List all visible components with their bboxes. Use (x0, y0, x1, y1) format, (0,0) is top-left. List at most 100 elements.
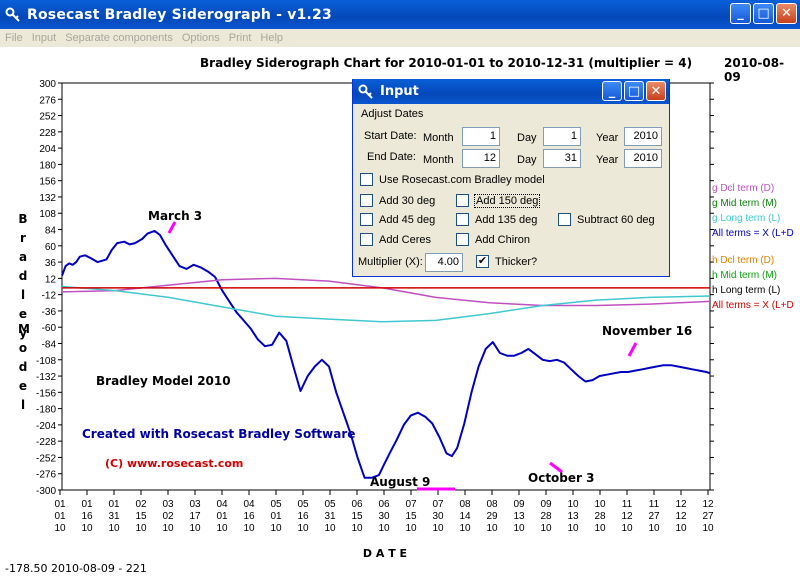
x-tick-label: 06 (351, 499, 363, 510)
x-tick-label: 16 (243, 511, 255, 522)
y-axis-label-letter: o (18, 341, 28, 355)
x-tick-label: 11 (649, 499, 660, 510)
y-axis-label-letter: l (20, 398, 26, 412)
menu-print[interactable]: Print (228, 32, 252, 44)
use-model-checkbox[interactable]: Use Rosecast.com Bradley model (360, 173, 545, 186)
dialog-close-button[interactable]: ✕ (646, 81, 666, 101)
checkbox-box[interactable]: ✔ (476, 255, 489, 268)
start-month-input[interactable]: 1 (462, 127, 500, 146)
add-45-checkbox[interactable]: Add 45 deg (360, 213, 435, 226)
legend-item: g Dcl term (D) (712, 183, 775, 194)
checkbox-box[interactable] (360, 233, 373, 246)
thicker-checkbox[interactable]: ✔ Thicker? (476, 255, 537, 268)
maximize-button[interactable]: □ (753, 3, 774, 24)
x-tick-label: 12 (702, 499, 714, 510)
start-day-label: Day (517, 132, 537, 144)
menu-options[interactable]: Options (181, 32, 220, 44)
x-tick-label: 10 (270, 523, 282, 534)
x-tick-label: 09 (513, 499, 525, 510)
add-150-checkbox[interactable]: Add 150 deg (456, 193, 541, 208)
y-tick-label: -12 (42, 291, 57, 302)
checkbox-box[interactable] (456, 194, 469, 207)
add-ceres-checkbox[interactable]: Add Ceres (360, 233, 431, 246)
dialog-minimize-button[interactable]: _ (602, 81, 622, 101)
end-month-label: Month (423, 154, 454, 166)
series-line-1 (61, 277, 711, 307)
october-label: October 3 (528, 471, 594, 485)
y-axis-label-letter: e (18, 379, 28, 393)
checkbox-box[interactable] (456, 233, 469, 246)
start-year-input[interactable]: 2010 (624, 127, 662, 146)
checkbox-box[interactable] (360, 173, 373, 186)
x-tick-label: 06 (378, 499, 390, 510)
x-tick-label: 01 (81, 499, 93, 510)
y-tick-label: 108 (39, 209, 56, 220)
x-tick-label: 10 (486, 523, 498, 534)
x-tick-label: 10 (162, 523, 174, 534)
dialog-maximize-button[interactable]: □ (624, 81, 644, 101)
end-day-label: Day (517, 154, 537, 166)
x-tick-label: 05 (270, 499, 282, 510)
x-tick-label: 04 (243, 499, 255, 510)
use-model-label: Use Rosecast.com Bradley model (379, 173, 545, 186)
x-tick-label: 10 (459, 523, 471, 534)
x-tick-label: 10 (216, 523, 228, 534)
checkbox-box[interactable] (360, 213, 373, 226)
y-tick-label: 84 (45, 226, 57, 237)
status-readout: -178.50 2010-08-09 - 221 (5, 562, 147, 575)
add-chiron-checkbox[interactable]: Add Chiron (456, 233, 530, 246)
x-tick-label: 10 (81, 523, 93, 534)
y-tick-label: -156 (36, 388, 56, 399)
x-tick-label: 05 (297, 499, 309, 510)
menu-separate-components[interactable]: Separate components (65, 32, 173, 44)
add-chiron-label: Add Chiron (475, 233, 531, 246)
x-tick-label: 28 (540, 511, 552, 522)
x-tick-label: 10 (351, 523, 363, 534)
y-axis-label-letter: y (19, 326, 27, 340)
multiplier-input[interactable]: 4.00 (425, 253, 463, 272)
y-tick-label: -108 (36, 356, 56, 367)
checkbox-box[interactable] (558, 213, 571, 226)
x-tick-label: 10 (621, 523, 633, 534)
start-year-label: Year (596, 132, 619, 144)
end-day-input[interactable]: 31 (543, 149, 581, 168)
y-tick-label: -228 (36, 437, 56, 448)
legend-item: All terms = X (L+D (712, 300, 794, 311)
x-tick-label: 10 (324, 523, 336, 534)
x-tick-label: 10 (648, 523, 660, 534)
x-tick-label: 02 (162, 511, 174, 522)
x-tick-label: 10 (405, 523, 417, 534)
x-tick-label: 27 (702, 511, 714, 522)
x-tick-label: 31 (324, 511, 336, 522)
chart-current-date: 2010-08-09 (724, 56, 785, 84)
end-date-label: End Date: (367, 151, 416, 163)
end-month-input[interactable]: 12 (462, 149, 500, 168)
menu-file[interactable]: File (5, 32, 23, 44)
menu-help[interactable]: Help (260, 32, 284, 44)
x-tick-label: 10 (594, 499, 606, 510)
x-tick-label: 07 (405, 499, 417, 510)
add-135-checkbox[interactable]: Add 135 deg (456, 213, 537, 226)
add-135-label: Add 135 deg (475, 213, 538, 226)
checkbox-box[interactable] (360, 194, 373, 207)
add-30-checkbox[interactable]: Add 30 deg (360, 194, 435, 207)
y-tick-label: 228 (39, 128, 56, 139)
checkbox-box[interactable] (456, 213, 469, 226)
y-tick-label: -84 (42, 339, 57, 350)
close-button[interactable]: ✕ (776, 3, 797, 24)
subtract-60-label: Subtract 60 deg (577, 213, 655, 226)
thicker-label: Thicker? (495, 255, 538, 268)
x-tick-label: 12 (675, 511, 687, 522)
x-tick-label: 10 (594, 523, 606, 534)
menu-input[interactable]: Input (31, 32, 57, 44)
y-axis-label-letter: d (18, 269, 28, 283)
start-day-input[interactable]: 1 (543, 127, 581, 146)
subtract-60-checkbox[interactable]: Subtract 60 deg (558, 213, 655, 226)
minimize-button[interactable]: _ (730, 3, 751, 24)
start-date-label: Start Date: (364, 130, 417, 142)
x-tick-label: 13 (513, 511, 525, 522)
end-year-input[interactable]: 2010 (624, 149, 662, 168)
x-tick-label: 01 (216, 511, 228, 522)
y-axis-label-letter: d (18, 360, 28, 374)
adjust-dates-label: Adjust Dates (361, 108, 424, 120)
